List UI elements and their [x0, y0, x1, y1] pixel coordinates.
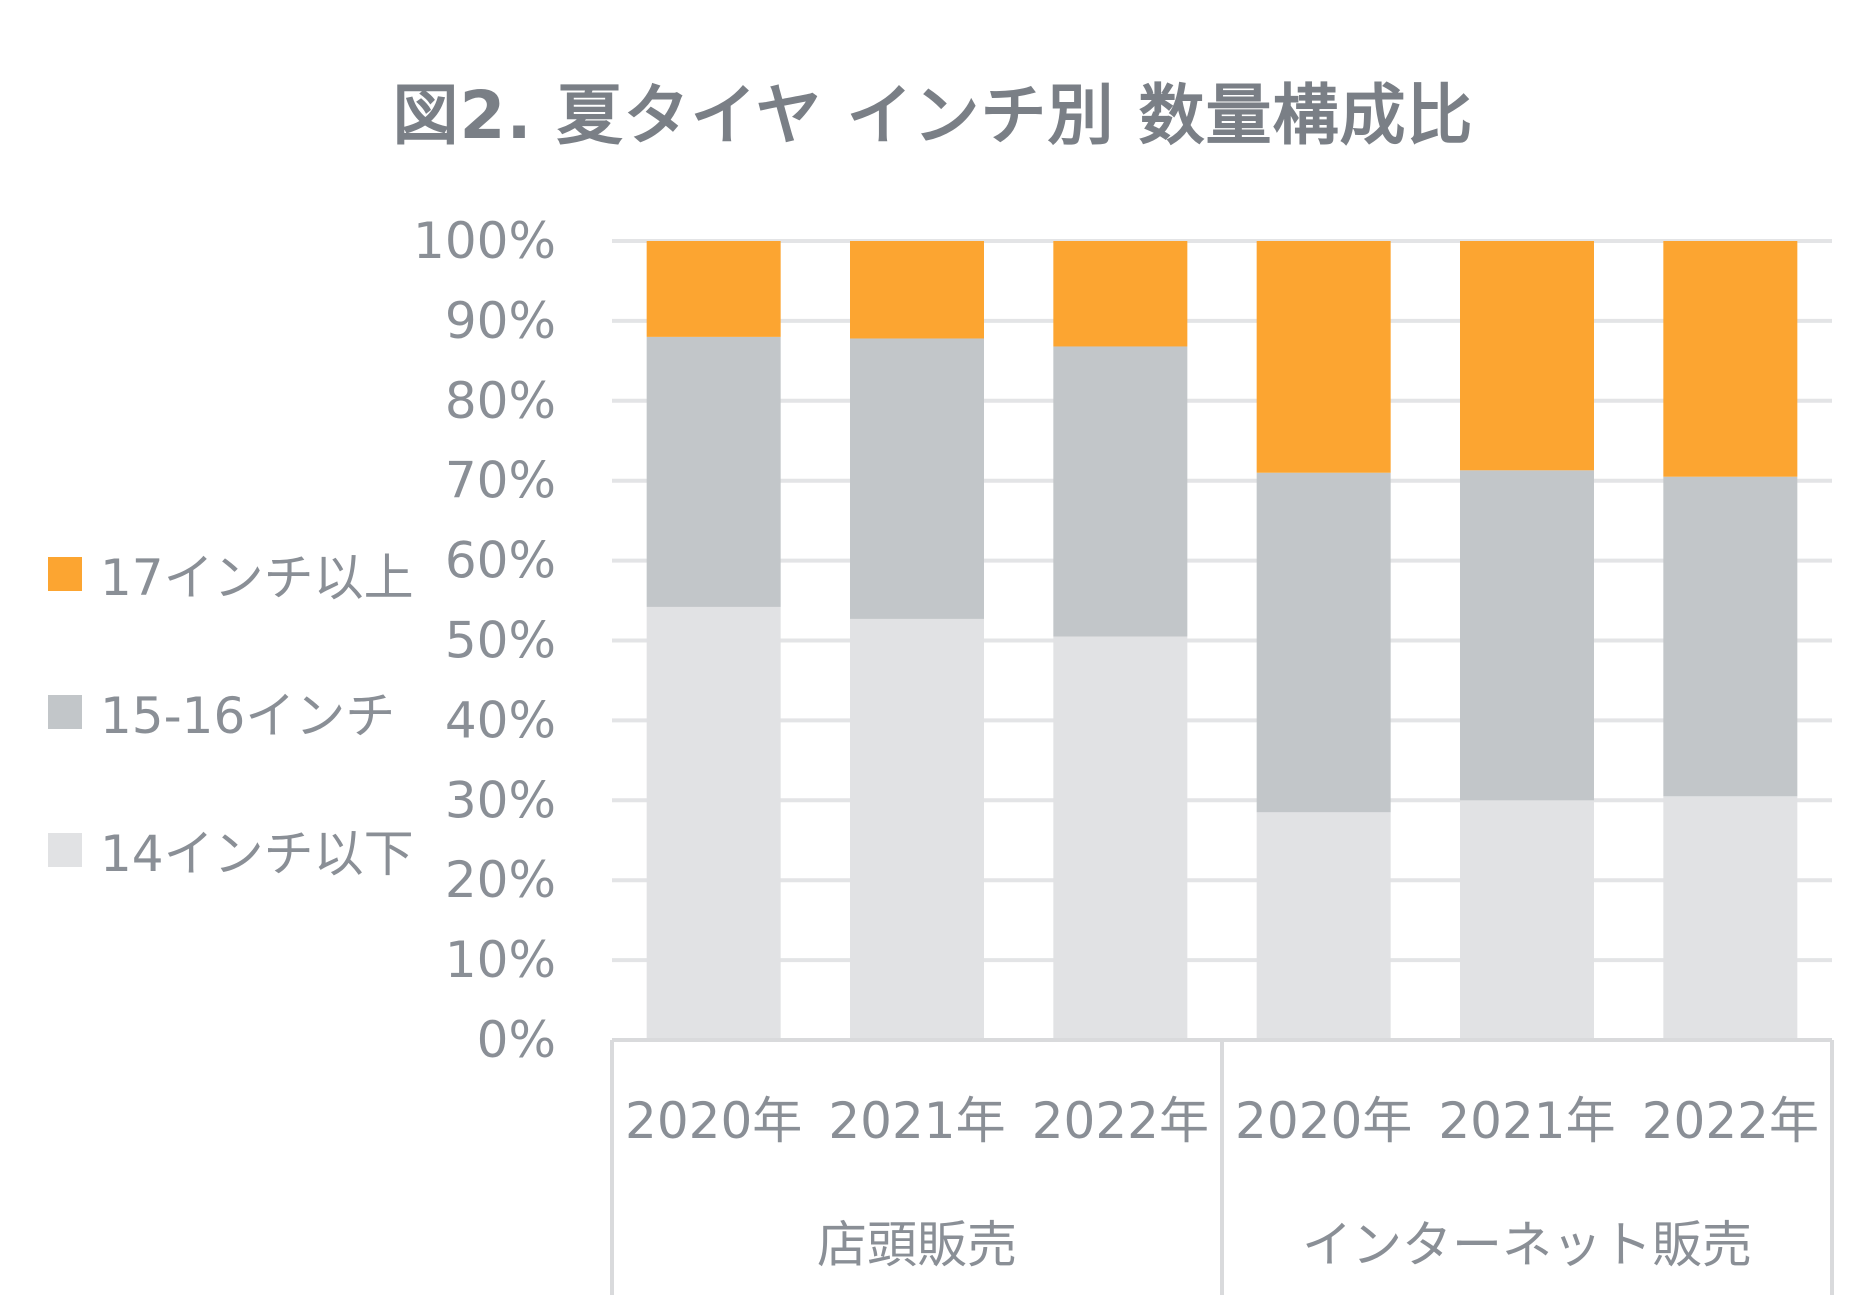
y-tick-label: 50% [445, 612, 556, 670]
y-tick-label: 80% [445, 372, 556, 430]
bar-segment [646, 606, 781, 1040]
bar-segment [646, 241, 781, 337]
bar-segment [1053, 636, 1188, 1040]
group-label: インターネット販売 [1302, 1216, 1752, 1274]
x-tick-label: 2021年 [1438, 1092, 1615, 1150]
legend-swatch-17-inch-plus [48, 557, 82, 591]
y-tick-label: 10% [445, 931, 556, 989]
group-label: 店頭販売 [817, 1216, 1017, 1274]
bar-segment [1663, 241, 1798, 477]
bar-segment [646, 336, 781, 607]
bar-segment [1460, 241, 1594, 471]
y-tick-label: 60% [445, 532, 556, 590]
x-tick-label: 2020年 [625, 1092, 802, 1150]
legend-swatch-15-16-inch [48, 695, 82, 729]
legend-label-17-inch-plus: 17インチ以上 [100, 549, 414, 607]
bar-segment [850, 241, 984, 339]
bar-segment [1460, 470, 1594, 801]
x-tick-label: 2020年 [1235, 1092, 1412, 1150]
x-tick-label: 2022年 [1642, 1092, 1819, 1150]
legend-item-14-inch-or-less: 14インチ以下 [48, 781, 414, 919]
bar-segment [1663, 796, 1798, 1040]
legend-swatch-14-inch-or-less [48, 833, 82, 867]
y-tick-label: 20% [445, 851, 556, 909]
bar-segment [1256, 812, 1391, 1040]
bar-segment [1460, 800, 1594, 1040]
chart-title: 図2. 夏タイヤ インチ別 数量構成比 [392, 77, 1474, 154]
bar-segment [850, 338, 984, 619]
y-tick-label: 30% [445, 771, 556, 829]
bar-segment [1053, 346, 1188, 637]
y-tick-label: 70% [445, 452, 556, 510]
y-tick-label: 40% [445, 691, 556, 749]
x-tick-label: 2021年 [828, 1092, 1005, 1150]
legend-label-14-inch-or-less: 14インチ以下 [100, 825, 414, 883]
bar-segment [1663, 476, 1798, 797]
bar-segment [1256, 241, 1391, 473]
y-tick-label: 100% [413, 212, 556, 270]
legend-item-17-inch-plus: 17インチ以上 [48, 505, 414, 643]
bar-segment [850, 618, 984, 1040]
y-tick-label: 90% [445, 292, 556, 350]
x-tick-label: 2022年 [1032, 1092, 1209, 1150]
y-tick-label: 0% [477, 1011, 556, 1069]
bar-segment [1053, 241, 1188, 347]
bar-segment [1256, 472, 1391, 813]
legend: 17インチ以上 15-16インチ 14インチ以下 [48, 505, 414, 919]
legend-item-15-16-inch: 15-16インチ [48, 643, 414, 781]
legend-label-15-16-inch: 15-16インチ [100, 687, 396, 745]
